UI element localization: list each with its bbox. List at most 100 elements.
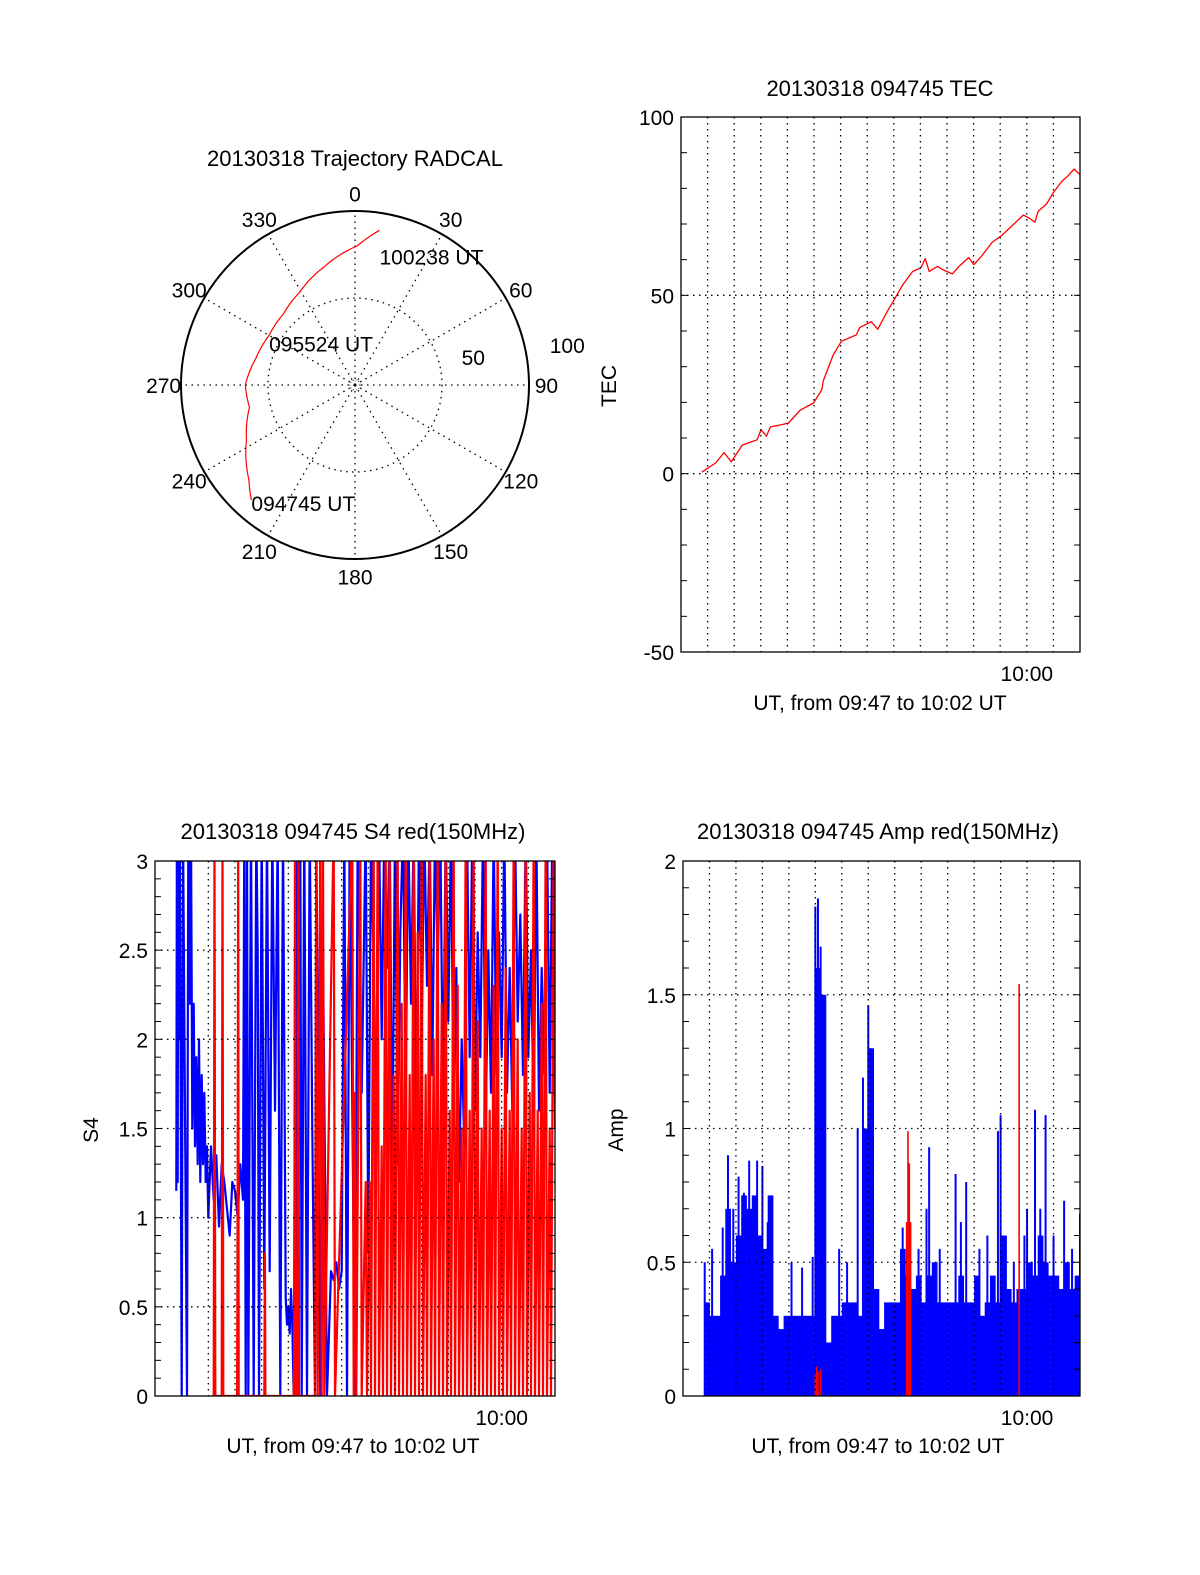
amp-bar-blue (804, 1315, 811, 1396)
amp-bar-blue (1064, 1262, 1070, 1396)
amp-bar-blue (757, 1235, 763, 1396)
amp-bar-blue (778, 1329, 784, 1396)
polar-radial-label: 50 (462, 347, 485, 370)
amp-bar-blue (1005, 1289, 1012, 1396)
y-tick-label: 2 (136, 1029, 148, 1052)
amp-bar-blue (767, 1195, 774, 1396)
amp-bar-blue (873, 1289, 880, 1396)
polar-spoke (354, 384, 507, 473)
polar-radial-label: 100 (550, 335, 585, 358)
y-tick-label: 3 (136, 851, 148, 874)
amp-bar-blue (1000, 1235, 1007, 1396)
amp-bar-blue (847, 1302, 853, 1396)
grid (681, 116, 1080, 653)
s4-ylabel: S4 (80, 1117, 103, 1143)
plot-data (175, 861, 555, 1396)
plot-data (703, 898, 1080, 1396)
polar-angle-label: 120 (503, 471, 538, 494)
amp-bar-blue (852, 1302, 859, 1396)
amp-bar-blue (947, 1302, 954, 1396)
amp-bar-blue (841, 1302, 848, 1396)
polar-angle-label: 330 (242, 209, 277, 232)
amp-bar-blue (831, 1315, 837, 1396)
trajectory-polar-plot: 20130318 Trajectory RADCAL 0 30 60 90 120 150… (146, 146, 585, 589)
amp-bar-blue (942, 1302, 949, 1396)
trajectory-time-label: 095524 UT (269, 333, 373, 356)
polar-angle-label: 0 (349, 184, 361, 207)
tec-title: 20130318 094745 TEC (766, 76, 993, 101)
polar-angle-label: 240 (172, 471, 207, 494)
s4-plot: 20130318 094745 S4 red(150MHz) UT, from … (80, 819, 556, 1458)
plot-data (701, 168, 1080, 473)
polar-angle-label: 300 (172, 279, 207, 302)
amp-xlabel: UT, from 09:47 to 10:02 UT (751, 1435, 1004, 1458)
y-tick-label: 100 (639, 107, 674, 130)
tec-plot: 20130318 094745 TEC UT, from 09:47 to 10… (598, 76, 1081, 715)
polar-angle-label: 150 (433, 541, 468, 564)
tec-xlabel: UT, from 09:47 to 10:02 UT (753, 692, 1006, 715)
trajectory-line (244, 229, 380, 501)
amp-bar-blue (894, 1302, 901, 1396)
tec-ylabel: TEC (598, 365, 621, 407)
polar-spoke (203, 297, 356, 386)
amp-bar-blue (783, 1315, 790, 1396)
amp-ylabel: Amp (605, 1108, 628, 1151)
tec-series-line (701, 168, 1080, 473)
y-tick-label: 1.5 (119, 1119, 148, 1142)
polar-outer-circle (180, 210, 530, 560)
amp-bar-blue (889, 1302, 896, 1396)
y-tick-label: 0 (136, 1386, 148, 1409)
polar-spoke (354, 384, 443, 537)
plot-frame (682, 860, 1081, 1397)
y-tick-label: 0 (664, 1386, 676, 1409)
amp-bar-blue (1027, 1262, 1033, 1396)
polar-angle-label: 210 (242, 541, 277, 564)
s4-title: 20130318 094745 S4 red(150MHz) (181, 819, 526, 844)
y-tick-label: 2.5 (119, 940, 148, 963)
amp-bar-blue (1053, 1275, 1060, 1396)
trajectory-time-label: 094745 UT (251, 493, 355, 516)
amp-bar-blue (968, 1302, 975, 1396)
polar-angle-label: 90 (535, 375, 558, 398)
polar-spoke (354, 297, 507, 386)
polar-spoke (354, 233, 443, 386)
plot-frame (680, 116, 1081, 653)
amp-bar-blue (1074, 1275, 1080, 1396)
amp-bar-blue (751, 1195, 758, 1396)
amp-bar-blue (857, 1315, 864, 1396)
amp-bar-blue (878, 1329, 885, 1396)
amp-bar-blue (825, 1342, 832, 1396)
s4-xlabel: UT, from 09:47 to 10:02 UT (226, 1435, 479, 1458)
amp-bar-blue (714, 1315, 721, 1396)
amp-bar-blue (931, 1262, 938, 1396)
amp-bar-blue (704, 1302, 710, 1396)
amp-bar-blue (1048, 1275, 1054, 1396)
polar-center-mark (349, 379, 361, 391)
y-tick-label: 0.5 (647, 1252, 676, 1275)
polar-angle-label: 30 (439, 209, 462, 232)
x-tick-label: 10:00 (1001, 1407, 1054, 1430)
trajectory-time-label: 100238 UT (380, 246, 484, 269)
amp-bar-blue (794, 1315, 800, 1396)
y-tick-label: 0 (662, 464, 674, 487)
amp-bar-blue (1058, 1289, 1065, 1396)
x-tick-label: 10:00 (475, 1407, 528, 1430)
y-tick-label: 1.5 (647, 985, 676, 1008)
amp-bar-blue (979, 1315, 986, 1396)
polar-spoke (267, 384, 356, 537)
amp-bar-blue (820, 994, 827, 1396)
amp-bar-blue (910, 1289, 917, 1396)
polar-spoke (267, 233, 356, 386)
polar-ring (267, 297, 443, 473)
y-tick-label: 0.5 (119, 1297, 148, 1320)
amp-bar-blue (762, 1248, 769, 1396)
amp-plot: 20130318 094745 Amp red(150MHz) UT, from… (605, 819, 1081, 1458)
amp-bar-blue (921, 1302, 927, 1396)
amp-title: 20130318 094745 Amp red(150MHz) (697, 819, 1059, 844)
y-tick-label: 50 (651, 285, 674, 308)
polar-angle-label: 180 (337, 566, 372, 589)
amp-bar-blue (773, 1315, 779, 1396)
y-tick-label: 1 (664, 1119, 676, 1142)
polar-spoke (203, 384, 356, 473)
